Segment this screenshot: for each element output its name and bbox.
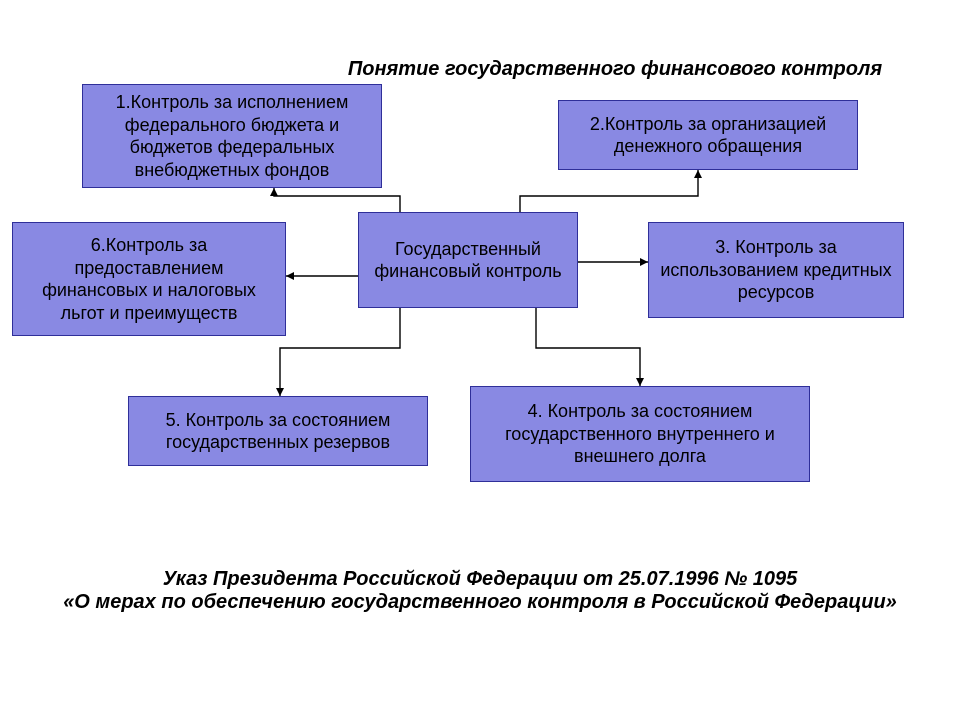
caption: Указ Президента Российской Федерации от …: [0, 568, 960, 614]
node-center: Государственный финансовый контроль: [358, 212, 578, 308]
caption-line-2: «О мерах по обеспечению государственного…: [0, 591, 960, 614]
node-4: 4. Контроль за состоянием государственно…: [470, 386, 810, 482]
node-6-label: 6.Контроль за предоставлением финансовых…: [21, 234, 277, 324]
node-5-label: 5. Контроль за состоянием государственны…: [137, 409, 419, 454]
node-2: 2.Контроль за организацией денежного обр…: [558, 100, 858, 170]
node-3-label: 3. Контроль за использованием кредитных …: [657, 236, 895, 304]
node-6: 6.Контроль за предоставлением финансовых…: [12, 222, 286, 336]
node-1-label: 1.Контроль за исполнением федерального б…: [91, 91, 373, 181]
caption-line-1: Указ Президента Российской Федерации от …: [0, 568, 960, 591]
node-1: 1.Контроль за исполнением федерального б…: [82, 84, 382, 188]
diagram-title: Понятие государственного финансового кон…: [335, 58, 895, 81]
node-2-label: 2.Контроль за организацией денежного обр…: [567, 113, 849, 158]
node-3: 3. Контроль за использованием кредитных …: [648, 222, 904, 318]
node-5: 5. Контроль за состоянием государственны…: [128, 396, 428, 466]
node-center-label: Государственный финансовый контроль: [367, 238, 569, 283]
node-4-label: 4. Контроль за состоянием государственно…: [479, 400, 801, 468]
